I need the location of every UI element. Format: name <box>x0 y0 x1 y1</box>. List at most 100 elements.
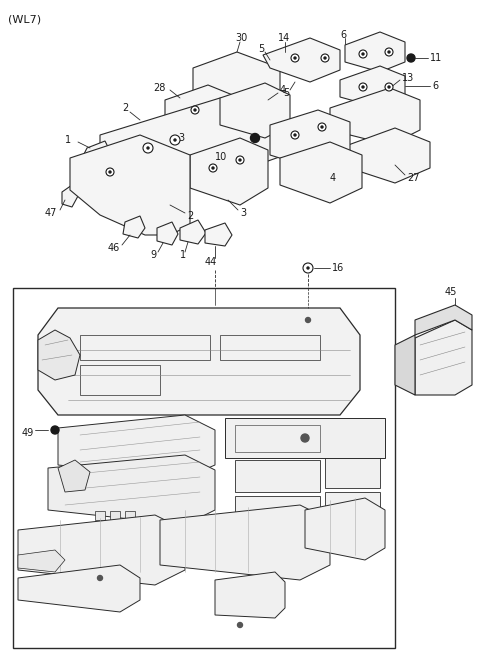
Text: 2: 2 <box>187 211 193 221</box>
Polygon shape <box>70 135 190 235</box>
Circle shape <box>294 57 296 59</box>
Polygon shape <box>160 505 330 580</box>
Text: 4: 4 <box>330 173 336 183</box>
Circle shape <box>291 131 299 139</box>
Text: 5: 5 <box>283 88 289 98</box>
Polygon shape <box>280 142 362 203</box>
Text: 4: 4 <box>280 85 286 95</box>
Text: 1: 1 <box>180 250 186 260</box>
Circle shape <box>318 123 326 131</box>
Polygon shape <box>270 110 350 170</box>
Polygon shape <box>235 460 320 492</box>
Text: 28: 28 <box>153 83 166 93</box>
Circle shape <box>362 86 364 88</box>
Circle shape <box>170 135 180 145</box>
Polygon shape <box>340 128 430 183</box>
Polygon shape <box>190 138 268 205</box>
Polygon shape <box>225 418 385 458</box>
Polygon shape <box>82 141 112 165</box>
Circle shape <box>97 575 103 581</box>
Text: 44: 44 <box>205 257 217 267</box>
Circle shape <box>324 57 326 59</box>
Text: 45: 45 <box>445 287 457 297</box>
Text: 1: 1 <box>65 135 71 145</box>
Text: 9: 9 <box>150 250 156 260</box>
Polygon shape <box>263 38 340 82</box>
Circle shape <box>239 159 241 161</box>
Polygon shape <box>235 425 320 455</box>
Circle shape <box>238 623 242 628</box>
Polygon shape <box>95 511 105 520</box>
Polygon shape <box>58 415 215 478</box>
Circle shape <box>174 139 176 141</box>
Polygon shape <box>123 216 145 238</box>
Polygon shape <box>18 515 185 585</box>
Circle shape <box>388 86 390 88</box>
Text: 30: 30 <box>235 33 247 43</box>
Polygon shape <box>157 222 178 245</box>
Polygon shape <box>110 511 120 520</box>
Polygon shape <box>165 85 240 140</box>
Text: 5: 5 <box>258 44 264 54</box>
Circle shape <box>209 164 217 172</box>
Circle shape <box>307 267 309 269</box>
Circle shape <box>388 51 390 53</box>
Circle shape <box>303 263 313 273</box>
Polygon shape <box>345 32 405 72</box>
Polygon shape <box>38 308 360 415</box>
Circle shape <box>109 171 111 173</box>
Polygon shape <box>215 572 285 618</box>
Circle shape <box>294 134 296 136</box>
Polygon shape <box>18 550 65 572</box>
Polygon shape <box>220 83 290 138</box>
Circle shape <box>106 168 114 176</box>
Circle shape <box>251 134 260 142</box>
Circle shape <box>385 83 393 91</box>
Circle shape <box>147 147 149 149</box>
Polygon shape <box>325 492 380 525</box>
Text: 11: 11 <box>430 53 442 63</box>
Polygon shape <box>205 223 232 246</box>
Text: 14: 14 <box>278 33 290 43</box>
Polygon shape <box>325 455 380 488</box>
Polygon shape <box>62 185 78 207</box>
Circle shape <box>236 156 244 164</box>
Circle shape <box>143 143 153 153</box>
Circle shape <box>51 426 59 434</box>
Circle shape <box>362 53 364 55</box>
Polygon shape <box>395 335 415 395</box>
Polygon shape <box>125 511 135 520</box>
Circle shape <box>321 54 329 62</box>
Text: 3: 3 <box>240 208 246 218</box>
Circle shape <box>194 109 196 111</box>
Text: 49: 49 <box>22 428 34 438</box>
Text: 47: 47 <box>45 208 58 218</box>
Text: 10: 10 <box>215 152 227 162</box>
Text: 27: 27 <box>407 173 420 183</box>
Polygon shape <box>325 420 380 450</box>
Text: 13: 13 <box>402 73 414 83</box>
Polygon shape <box>18 565 140 612</box>
Circle shape <box>305 318 311 323</box>
Circle shape <box>359 83 367 91</box>
Polygon shape <box>340 66 405 108</box>
Circle shape <box>385 48 393 56</box>
Circle shape <box>301 434 309 442</box>
Circle shape <box>212 167 214 169</box>
Circle shape <box>321 126 323 128</box>
Polygon shape <box>305 498 385 560</box>
Polygon shape <box>38 330 80 380</box>
Polygon shape <box>415 305 472 335</box>
Circle shape <box>407 54 415 62</box>
Text: 16: 16 <box>332 263 344 273</box>
Polygon shape <box>58 460 90 492</box>
Polygon shape <box>193 52 280 116</box>
Circle shape <box>359 50 367 58</box>
Circle shape <box>191 106 199 114</box>
Polygon shape <box>180 220 206 244</box>
Polygon shape <box>415 320 472 395</box>
Text: 46: 46 <box>108 243 120 253</box>
Text: 6: 6 <box>340 30 346 40</box>
Text: 2: 2 <box>122 103 128 113</box>
Polygon shape <box>48 455 215 525</box>
